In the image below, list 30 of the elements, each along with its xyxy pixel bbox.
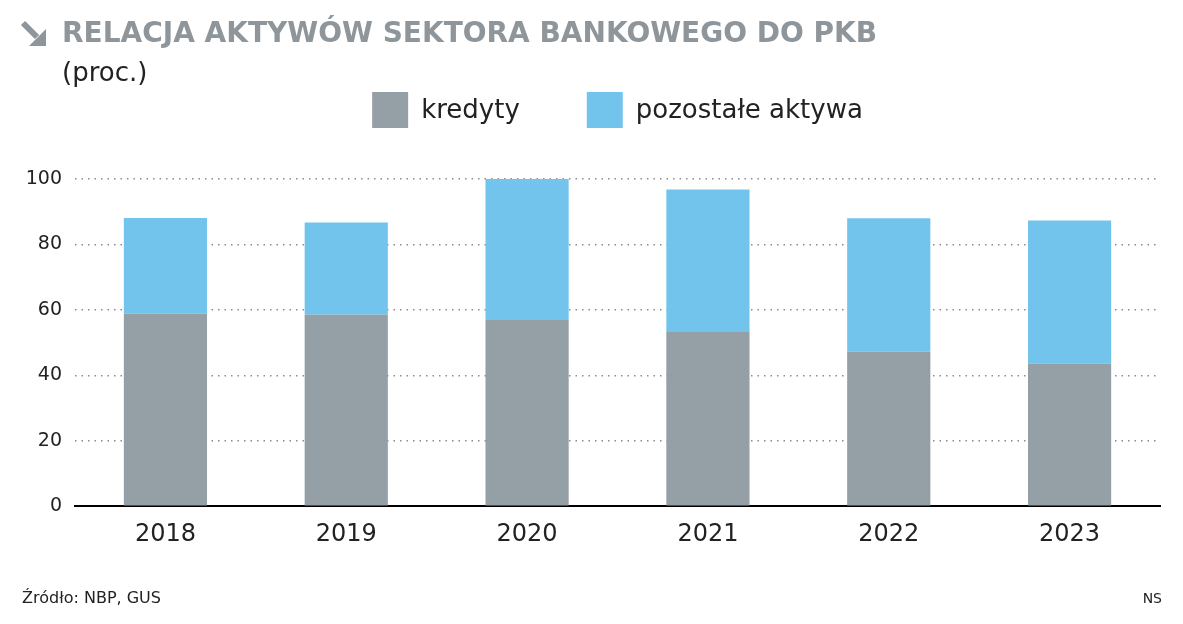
y-tick-label: 100	[25, 165, 62, 188]
x-tick-label: 2021	[677, 518, 739, 547]
y-tick-label: 0	[49, 493, 62, 516]
bar	[304, 314, 388, 506]
chart-title: RELACJA AKTYWÓW SEKTORA BANKOWEGO DO PKB	[62, 16, 878, 49]
y-tick-label: 20	[37, 427, 62, 450]
x-tick-label: 2022	[858, 518, 920, 547]
bar	[666, 189, 750, 332]
legend-label: kredyty	[421, 93, 520, 124]
bar	[1027, 220, 1112, 364]
bar	[847, 218, 931, 352]
legend-label: pozostałe aktywa	[635, 93, 863, 124]
bar	[123, 217, 208, 314]
bar	[123, 313, 208, 506]
bar	[1027, 363, 1112, 506]
text: Źródło: NBP, GUS	[22, 588, 161, 607]
bar	[485, 319, 569, 506]
bar	[485, 179, 569, 320]
x-tick-label: 2018	[134, 518, 196, 547]
x-tick-label: 2019	[315, 518, 377, 547]
x-tick-label: 2023	[1039, 518, 1101, 547]
x-tick-label: 2020	[496, 518, 558, 547]
bar	[304, 222, 388, 315]
y-tick-label: 60	[37, 296, 62, 319]
y-tick-label: 40	[37, 362, 62, 385]
text: NS	[1142, 590, 1162, 606]
y-tick-label: 80	[37, 231, 62, 254]
bar	[847, 351, 931, 506]
bar	[666, 331, 750, 506]
chart-subtitle: (proc.)	[62, 57, 148, 87]
